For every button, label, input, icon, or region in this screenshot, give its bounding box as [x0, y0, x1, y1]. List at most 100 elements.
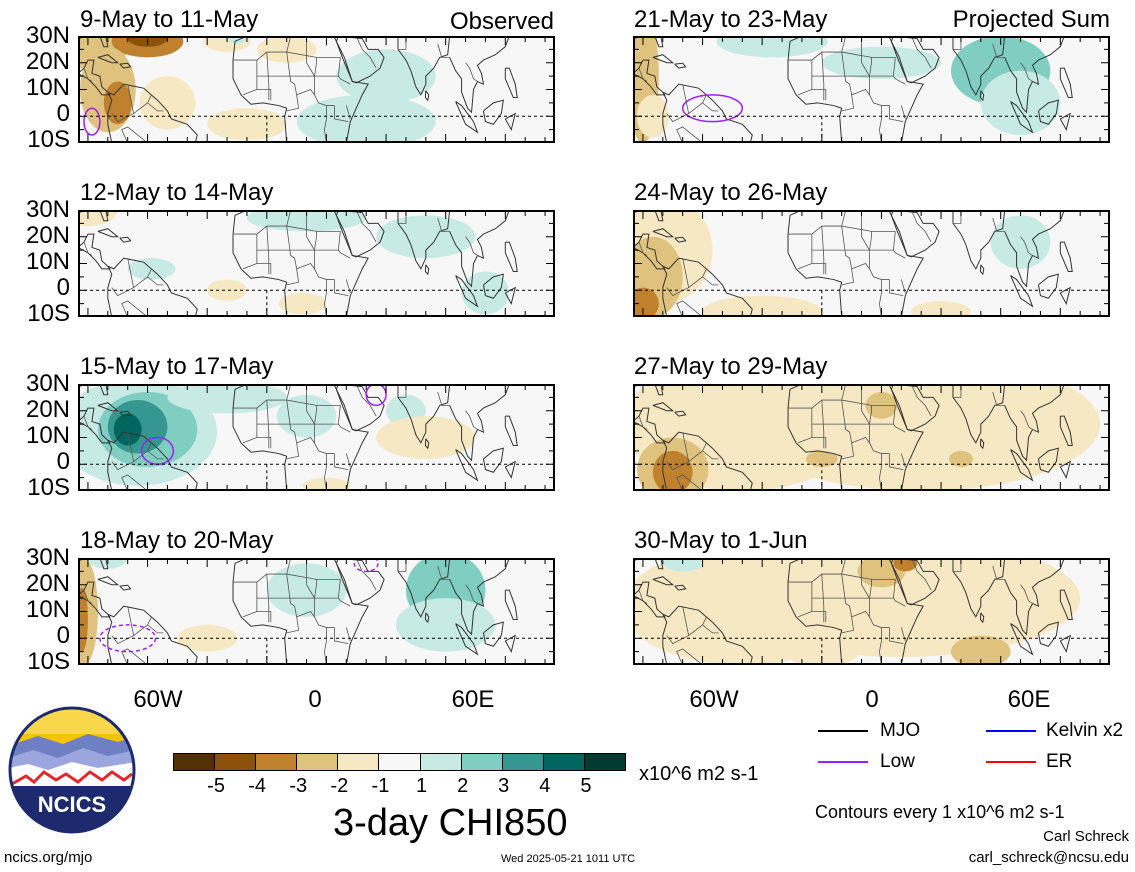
- coastline: [482, 99, 504, 125]
- country-border: [286, 51, 300, 112]
- colorbar-tick-label: 5: [580, 775, 592, 797]
- country-border: [337, 405, 351, 433]
- country-border: [147, 624, 164, 634]
- panel-title: 18-May to 20-May: [80, 527, 274, 554]
- anomaly-region: [893, 560, 918, 572]
- country-border: [702, 102, 719, 112]
- coastline: [787, 38, 924, 141]
- anomaly-region: [80, 212, 118, 227]
- coastline: [482, 447, 504, 473]
- coastline: [674, 584, 687, 591]
- country-border: [437, 391, 450, 406]
- anomaly-region: [111, 38, 184, 58]
- coastline: [890, 38, 940, 84]
- coastline: [1010, 449, 1034, 482]
- coastline: [80, 212, 109, 222]
- coastline: [119, 410, 132, 417]
- colorbar-swatch: [583, 753, 626, 771]
- author: Carl Schreck: [1043, 828, 1129, 845]
- country-border: [242, 60, 258, 96]
- country-border: [638, 415, 648, 430]
- country-border: [242, 582, 258, 618]
- coastline: [107, 431, 198, 489]
- colorbar-tick-label: -5: [207, 775, 225, 797]
- map-panel: [78, 210, 555, 317]
- coastline: [787, 560, 924, 663]
- coastline: [979, 90, 985, 102]
- anomaly-region: [635, 287, 659, 315]
- coastline: [952, 38, 1005, 96]
- coastline: [635, 407, 666, 444]
- coastline: [1037, 273, 1059, 299]
- colorbar-units: x10^6 m2 s-1: [639, 763, 759, 785]
- anomaly-map: [80, 386, 553, 489]
- coastline: [674, 62, 687, 69]
- country-border: [266, 52, 270, 101]
- coastline: [335, 386, 385, 432]
- country-border: [841, 51, 855, 112]
- coastline: [80, 233, 111, 270]
- country-border: [397, 560, 407, 572]
- country-border: [869, 231, 890, 280]
- country-border: [676, 126, 701, 141]
- country-border: [233, 51, 341, 61]
- country-border: [242, 234, 258, 270]
- coastline: [635, 38, 664, 48]
- coastline: [107, 257, 198, 315]
- coastline: [635, 386, 664, 396]
- map-panel: [78, 36, 555, 143]
- country-border: [992, 391, 1005, 406]
- coastline: [97, 576, 120, 586]
- country-border: [286, 399, 300, 460]
- low-contour: [83, 107, 101, 136]
- country-border: [121, 648, 146, 663]
- coastline: [397, 560, 450, 618]
- site-link[interactable]: ncics.org/mjo: [4, 849, 93, 866]
- y-tick-label: 0: [56, 448, 70, 475]
- country-border: [892, 231, 906, 259]
- colorbar-swatch: [419, 753, 462, 771]
- country-border: [879, 279, 882, 315]
- country-border: [242, 408, 258, 444]
- country-border: [841, 386, 846, 401]
- country-border: [437, 217, 450, 232]
- panel-title: 9-May to 11-May: [80, 6, 259, 33]
- country-border: [333, 279, 349, 296]
- author-email[interactable]: carl_schreck@ncsu.edu: [968, 849, 1129, 866]
- country-border: [337, 57, 351, 85]
- country-border: [841, 399, 855, 460]
- anomaly-region: [256, 38, 317, 63]
- country-border: [345, 453, 351, 468]
- coastline: [890, 386, 940, 432]
- country-border: [465, 410, 478, 430]
- country-border: [911, 38, 932, 69]
- anomaly-region: [990, 215, 1051, 269]
- coastline: [449, 386, 510, 462]
- country-border: [879, 453, 882, 489]
- country-border: [337, 231, 351, 259]
- map-panel: [78, 384, 555, 491]
- country-border: [888, 105, 904, 122]
- coastline: [979, 612, 985, 624]
- coastline: [1059, 67, 1073, 99]
- country-border: [111, 635, 134, 645]
- colorbar: [173, 753, 626, 771]
- coastline: [107, 605, 198, 663]
- country-border: [841, 38, 846, 53]
- country-border: [286, 225, 300, 286]
- country-border: [851, 611, 870, 618]
- country-border: [676, 648, 701, 663]
- country-border: [286, 38, 291, 53]
- coastline: [635, 581, 666, 618]
- country-border: [797, 60, 813, 96]
- country-border: [788, 51, 896, 61]
- colorbar-tick-label: -3: [289, 775, 308, 797]
- coastline: [652, 228, 675, 238]
- country-border: [797, 234, 813, 270]
- country-border: [676, 474, 701, 489]
- coastline: [397, 212, 450, 270]
- country-border: [869, 405, 890, 454]
- anomaly-region: [113, 413, 142, 446]
- country-border: [233, 399, 341, 409]
- y-tick-label: 0: [56, 274, 70, 301]
